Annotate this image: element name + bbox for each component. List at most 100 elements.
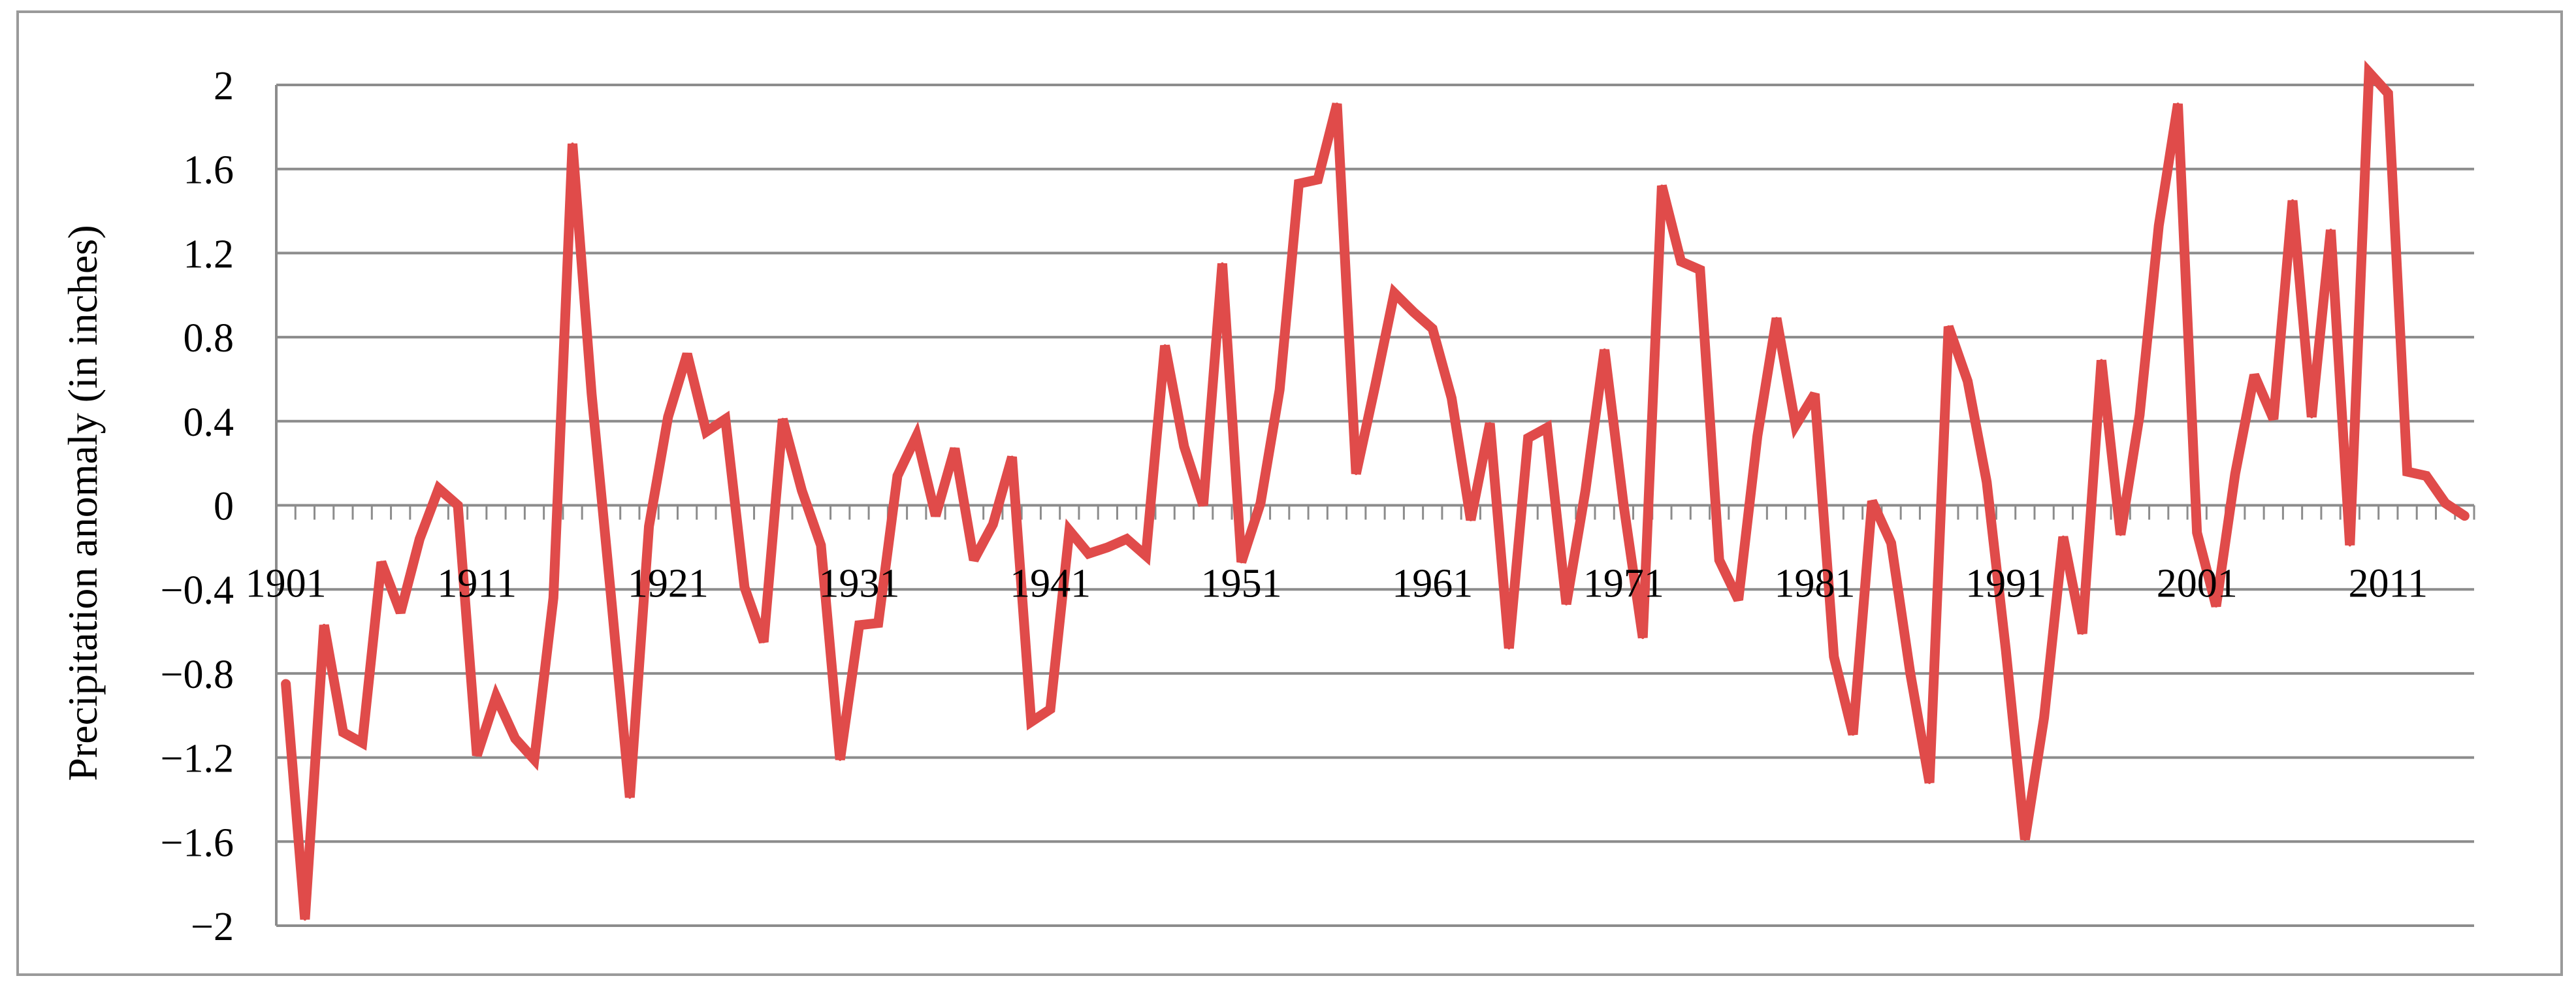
data-point [1545, 426, 1549, 429]
x-tick-label: 1901 [246, 562, 327, 606]
data-point [1068, 529, 1071, 532]
data-point [2234, 472, 2237, 476]
data-point [1240, 560, 1243, 564]
data-point [1087, 552, 1090, 555]
data-point [1794, 424, 1797, 427]
data-point [781, 417, 784, 421]
data-point [1679, 260, 1682, 263]
data-point [1947, 325, 1950, 329]
data-point [2310, 415, 2313, 419]
x-tick-label: 1941 [1010, 562, 1091, 606]
data-point [762, 640, 765, 643]
data-point [1622, 504, 1625, 507]
x-tick-label: 1921 [628, 562, 709, 606]
data-point [1049, 707, 1052, 711]
x-tick-label: 1931 [818, 562, 899, 606]
data-point [1832, 655, 1835, 658]
y-tick-label: −1.6 [161, 820, 234, 865]
data-point [915, 434, 918, 438]
data-point [1813, 392, 1816, 395]
data-point [552, 596, 555, 600]
data-point [1871, 500, 1874, 503]
data-point [1908, 672, 1912, 675]
data-point [323, 623, 326, 626]
data-point [2081, 632, 2084, 635]
data-point [571, 142, 574, 146]
data-point [1431, 327, 1434, 331]
data-point [2176, 102, 2180, 105]
data-point [2214, 604, 2217, 608]
data-point [2444, 502, 2447, 505]
data-point [1412, 310, 1415, 314]
data-point [399, 611, 402, 614]
data-point [1374, 384, 1377, 387]
data-point [284, 682, 287, 685]
data-point [1029, 720, 1033, 723]
data-point [2291, 199, 2294, 202]
x-tick-label: 1911 [437, 562, 517, 606]
data-point [724, 417, 727, 421]
y-tick-label: −2 [191, 905, 234, 949]
data-point [819, 544, 822, 547]
data-point [361, 741, 364, 745]
data-point [2023, 838, 2027, 841]
data-point [1259, 502, 1262, 505]
data-point [628, 796, 632, 799]
data-point [2100, 359, 2103, 362]
y-tick-label: 0.8 [184, 316, 234, 361]
data-point [1221, 262, 1224, 265]
y-tick-label: 0.4 [184, 400, 234, 445]
data-point [1355, 472, 1358, 476]
data-point [1106, 545, 1109, 549]
data-point [1565, 602, 1568, 606]
data-point [494, 695, 498, 698]
data-point [1335, 102, 1338, 105]
x-tick-label: 2011 [2348, 562, 2428, 606]
data-point [743, 585, 746, 589]
data-point [2387, 91, 2390, 95]
data-point [1163, 344, 1167, 347]
data-point [686, 352, 689, 355]
data-point [2157, 224, 2161, 227]
data-point [1010, 455, 1014, 459]
data-point [379, 560, 383, 564]
data-point [1584, 489, 1587, 492]
data-point [2138, 414, 2141, 417]
data-point [839, 758, 842, 761]
data-point [705, 430, 708, 433]
y-axis-title: Precipitation anomaly (in inches) [59, 225, 106, 781]
y-tick-label: 0 [214, 485, 234, 529]
data-point [1202, 504, 1205, 507]
y-tick-label: −0.4 [161, 568, 234, 613]
data-point [877, 621, 880, 625]
data-point [666, 415, 669, 419]
y-tick-label: 1.6 [184, 148, 234, 193]
data-point [2272, 417, 2275, 421]
data-point [418, 537, 421, 540]
data-point [2406, 470, 2409, 474]
data-point [1603, 348, 1606, 351]
data-point [590, 392, 593, 395]
data-point [2368, 71, 2371, 74]
data-point [973, 559, 976, 562]
data-point [1393, 291, 1396, 295]
data-point [533, 758, 536, 761]
data-point [2253, 374, 2256, 377]
data-point [1278, 388, 1281, 391]
data-point [1718, 559, 1721, 562]
x-tick-label: 2001 [2157, 562, 2238, 606]
data-point [303, 918, 306, 921]
data-point [2348, 544, 2351, 547]
data-point [1985, 481, 1988, 484]
data-point [2061, 535, 2065, 538]
data-point [342, 730, 345, 734]
data-point [991, 523, 995, 526]
data-point [1737, 598, 1740, 602]
data-point [647, 525, 651, 528]
y-tick-label: −0.8 [161, 653, 234, 697]
data-point [1526, 436, 1530, 440]
x-tick-label: 1971 [1583, 562, 1664, 606]
data-point [953, 447, 956, 450]
data-point [895, 474, 899, 478]
